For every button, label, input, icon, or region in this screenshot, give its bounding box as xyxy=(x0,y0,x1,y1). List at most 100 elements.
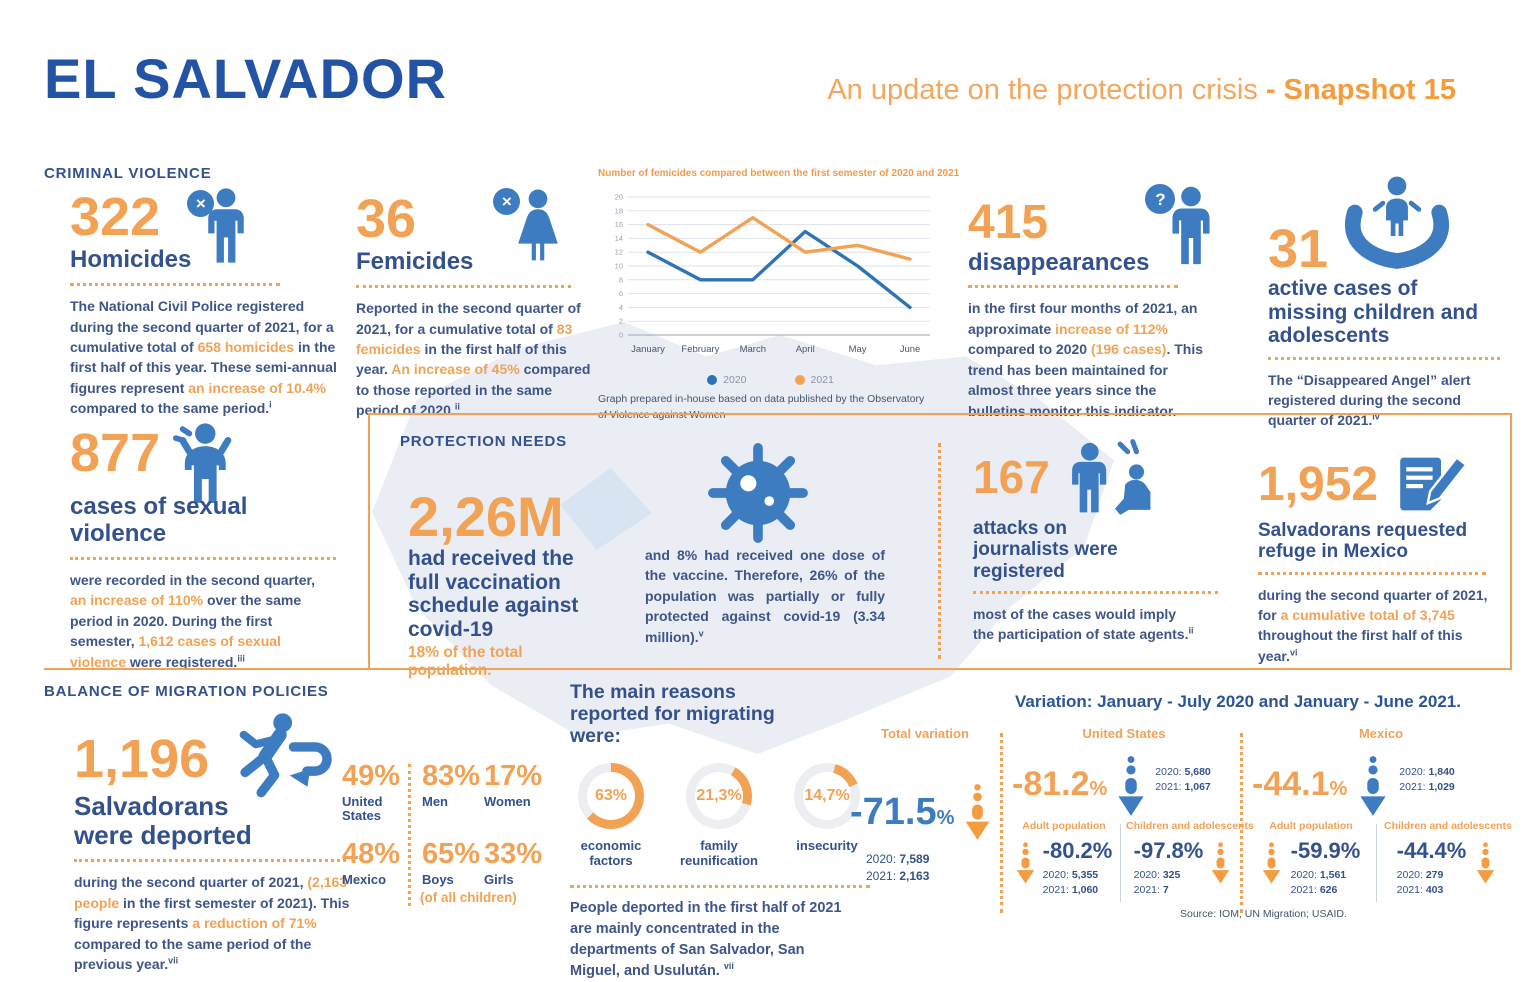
refuge-number: 1,952 xyxy=(1258,458,1379,511)
legend-dot-2020 xyxy=(707,375,718,385)
refuge-block: 1,952 Salvadorans requested refuge in Me… xyxy=(1258,448,1493,666)
deported-block: 1,196 Salvadorans were deported during t… xyxy=(74,712,374,974)
vaccination-title: had received the full vaccination schedu… xyxy=(408,547,579,641)
svg-text:March: March xyxy=(740,344,766,355)
reason-economic: 63% economic factors xyxy=(570,763,652,868)
missing-children-body: The “Disappeared Angel” alert registered… xyxy=(1268,371,1471,429)
femicides-block: 36 Femicides × Reported in the second qu… xyxy=(356,188,591,421)
deported-breakdown-block: 49% United States 48% Mexico 83% Men 17%… xyxy=(342,762,542,922)
svg-text:14: 14 xyxy=(615,234,623,243)
svg-text:18: 18 xyxy=(615,206,623,215)
svg-text:12: 12 xyxy=(615,248,623,257)
deported-title: Salvadorans were deported xyxy=(74,791,252,851)
disappearances-title: disappearances xyxy=(968,248,1150,276)
missing-children-title: active cases of missing children and ado… xyxy=(1268,277,1479,348)
svg-text:January: January xyxy=(631,344,665,355)
breakdown-girls: 33% Girls xyxy=(484,838,543,887)
deportee-runner-icon xyxy=(239,713,332,798)
variation-title: Variation: January - July 2020 and Janua… xyxy=(1015,692,1461,711)
source-note: Source: IOM, UN Migration; USAID. xyxy=(1180,908,1347,920)
variation-total-column: Total variation -71.5% 2020: 7,589 2021:… xyxy=(850,726,1000,886)
svg-text:6: 6 xyxy=(619,289,623,298)
breakdown-men: 83% Men xyxy=(422,760,481,809)
vaccination-number: 2,26M xyxy=(408,485,564,548)
dotted-separator xyxy=(74,859,346,863)
us-adult-stats: 2020: 5,355 2021: 1,060 xyxy=(1042,869,1099,896)
mexico-children-stats: 2020: 279 2021: 403 xyxy=(1396,869,1444,896)
mexico-label: Mexico xyxy=(1358,726,1404,741)
cross-badge-icon: × xyxy=(493,188,521,215)
reasons-title: The main reasons reported for migrating … xyxy=(570,681,775,747)
svg-text:8: 8 xyxy=(619,275,623,284)
document-pen-icon xyxy=(1400,455,1469,511)
reason-insecurity: 14,7% insecurity xyxy=(786,763,868,868)
section-criminal-violence-label: CRIMINAL VIOLENCE xyxy=(44,165,212,182)
vaccination-body: and 8% had received one dose of the vacc… xyxy=(645,547,885,645)
vertical-dotted-divider xyxy=(1240,733,1243,913)
vertical-divider xyxy=(1376,824,1377,902)
legend-dot-2021 xyxy=(794,375,805,385)
homicides-number: 322 xyxy=(70,187,161,247)
dotted-separator xyxy=(1268,356,1500,360)
sexual-violence-body: were recorded in the second quarter, an … xyxy=(70,571,316,670)
femicides-chart-block: Number of femicides compared between the… xyxy=(598,168,960,424)
femicides-line-chart: 0 2 4 6 8 10 12 14 16 18 20 January February March Apr… xyxy=(615,193,930,355)
svg-text:2: 2 xyxy=(619,317,623,326)
section-divider-line xyxy=(44,668,1512,670)
journalists-body: most of the cases would imply the partic… xyxy=(973,605,1194,643)
down-arrow-icon xyxy=(1118,756,1144,816)
missing-children-number: 31 xyxy=(1268,218,1329,279)
covid-virus-icon xyxy=(708,443,808,543)
down-arrow-icon xyxy=(1212,842,1230,884)
breakdown-destination-mexico: 48% Mexico xyxy=(342,838,401,887)
hands-holding-child-icon xyxy=(1345,176,1450,269)
person-male-icon xyxy=(208,188,245,263)
down-arrow-icon xyxy=(966,784,990,840)
mexico-children-block: Children and adolescents -44.4% 2020: 27… xyxy=(1384,820,1512,896)
dotted-separator xyxy=(70,283,280,287)
refuge-body: during the second quarter of 2021, for a… xyxy=(1258,586,1488,664)
person-female-icon xyxy=(518,189,559,261)
mexico-stats: 2020: 1,840 2021: 1,029 xyxy=(1399,766,1455,793)
breakdown-boys: 65% Boys xyxy=(422,838,481,887)
chart-title: Number of femicides compared between the… xyxy=(598,168,960,179)
down-arrow-icon xyxy=(1477,842,1495,884)
cross-badge-icon: × xyxy=(187,190,215,217)
total-variation-label: Total variation xyxy=(881,726,969,741)
femicides-body: Reported in the second quarter of 2021, … xyxy=(356,300,591,419)
journalists-number: 167 xyxy=(973,451,1050,503)
dotted-separator xyxy=(70,556,336,560)
person-male-icon xyxy=(1172,186,1210,265)
sexual-violence-block: 877 cases of sexual violence were record… xyxy=(70,423,342,672)
journalists-title: attacks on journalists were registered xyxy=(973,518,1118,582)
page-subtitle: An update on the protection crisis - Sna… xyxy=(827,74,1456,107)
breakdown-women: 17% Women xyxy=(484,760,543,809)
snapshot-label: - Snapshot 15 xyxy=(1265,74,1456,106)
variation-us-column: United States -81.2% 2020: 5,680 2021: 1… xyxy=(1012,726,1254,902)
disappearances-block: 415 disappearances ? in the first four m… xyxy=(968,184,1218,421)
dotted-separator xyxy=(356,285,571,289)
us-children-block: Children and adolescents -97.8% 2020: 32… xyxy=(1126,820,1254,896)
donut-economic-factors: 63% xyxy=(578,763,644,830)
reason-family: 21,3% family reunification xyxy=(678,763,760,868)
vertical-dotted-divider xyxy=(408,764,411,906)
us-pct: -81.2% xyxy=(1012,765,1108,803)
svg-text:May: May xyxy=(849,344,867,355)
chart-legend: 2020 2021 xyxy=(598,374,943,386)
vaccination-block: 2,26M had received the full vaccination … xyxy=(408,485,608,680)
total-variation-pct: -71.5% xyxy=(850,791,955,833)
subtitle-text: An update on the protection crisis xyxy=(827,74,1258,106)
legend-item-2021: 2021 xyxy=(794,374,834,386)
journalist-attack-icon xyxy=(1071,439,1151,515)
legend-item-2020: 2020 xyxy=(707,374,747,386)
vertical-dotted-divider xyxy=(938,443,941,659)
sexual-violence-number: 877 xyxy=(70,423,161,483)
mexico-pct: -44.1% xyxy=(1252,765,1348,803)
protection-needs-box xyxy=(368,413,1512,669)
vertical-divider xyxy=(1120,824,1121,902)
femicides-title: Femicides xyxy=(356,248,474,276)
dotted-separator xyxy=(570,884,870,888)
homicides-body: The National Civil Police registered dur… xyxy=(70,298,337,417)
vertical-dotted-divider xyxy=(1000,733,1003,913)
down-arrow-icon xyxy=(1262,842,1280,884)
